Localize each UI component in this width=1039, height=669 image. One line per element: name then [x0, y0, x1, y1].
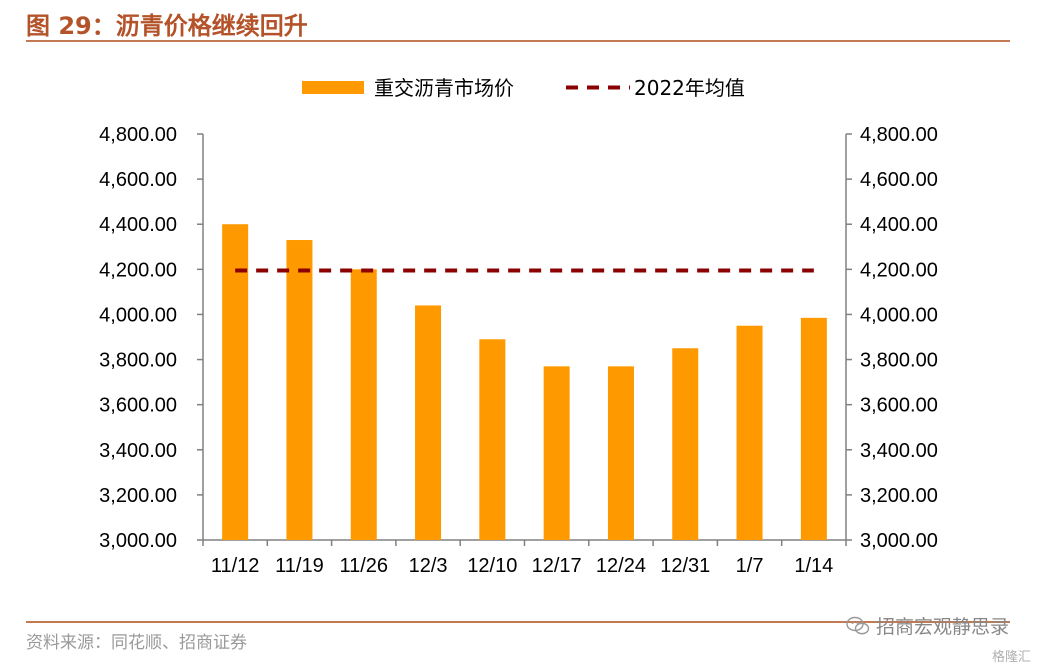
x-tick-label: 11/26 — [339, 555, 388, 577]
y-tick-label-right: 4,000.00 — [860, 304, 938, 326]
y-tick-label-left: 3,600.00 — [99, 395, 177, 417]
watermark-text: 招商宏观静思录 — [875, 616, 1009, 638]
y-tick-label-right: 4,200.00 — [860, 259, 938, 281]
y-tick-label-right: 3,600.00 — [860, 395, 938, 417]
y-tick-label-right: 3,800.00 — [860, 350, 938, 372]
wechat-icon — [846, 616, 870, 634]
bar — [286, 240, 313, 540]
y-tick-label-right: 3,400.00 — [860, 440, 938, 462]
legend-swatch-bar — [302, 81, 364, 94]
footer-divider — [26, 621, 1010, 623]
x-tick-label: 12/17 — [532, 555, 582, 577]
x-tick-label: 1/7 — [736, 555, 764, 577]
y-tick-label-right: 4,800.00 — [860, 124, 938, 146]
y-tick-label-left: 4,200.00 — [99, 259, 177, 281]
bar — [543, 366, 570, 540]
bar — [607, 366, 634, 540]
legend-label-avg-line: 2022年均值 — [634, 76, 745, 100]
chart-bars — [222, 224, 827, 540]
x-tick-label: 1/14 — [794, 555, 833, 577]
x-tick-label: 12/10 — [467, 555, 517, 577]
y-tick-label-left: 4,600.00 — [99, 169, 177, 191]
y-tick-label-left: 4,000.00 — [99, 304, 177, 326]
y-tick-label-left: 3,800.00 — [99, 350, 177, 372]
y-tick-label-left: 4,400.00 — [99, 214, 177, 236]
x-tick-label: 11/12 — [211, 555, 260, 577]
bar — [479, 339, 506, 540]
y-tick-label-left: 3,000.00 — [99, 530, 177, 552]
bar — [736, 325, 763, 540]
bar — [672, 348, 699, 540]
y-tick-label-left: 4,800.00 — [99, 124, 177, 146]
y-tick-label-left: 3,400.00 — [99, 440, 177, 462]
y-axis-left-labels: 4,800.00 4,600.00 4,400.00 4,200.00 4,000.00… — [99, 124, 177, 552]
watermark: 招商宏观静思录 — [846, 612, 1009, 639]
figure-title: 图 29：沥青价格继续回升 — [26, 12, 308, 40]
y-tick-label-right: 4,400.00 — [860, 214, 938, 236]
legend-label-bar: 重交沥青市场价 — [374, 76, 514, 100]
y-tick-label-right: 3,000.00 — [860, 530, 938, 552]
y-tick-label-left: 3,200.00 — [99, 485, 177, 507]
x-tick-label: 12/31 — [660, 555, 710, 577]
x-tick-label: 12/3 — [409, 555, 448, 577]
y-tick-label-right: 4,600.00 — [860, 169, 938, 191]
y-axis-right-labels: 4,800.00 4,600.00 4,400.00 4,200.00 4,000.00… — [860, 124, 938, 552]
title-divider — [26, 40, 1010, 42]
bar — [222, 224, 249, 540]
chart-legend: 重交沥青市场价 2022年均值 — [302, 76, 745, 100]
bar — [350, 269, 377, 540]
x-tick-label: 11/19 — [275, 555, 324, 577]
source-note: 资料来源：同花顺、招商证券 — [26, 633, 247, 653]
bar — [800, 317, 827, 540]
x-tick-label: 12/24 — [596, 555, 646, 577]
y-tick-label-right: 3,200.00 — [860, 485, 938, 507]
x-axis-labels: 11/12 11/19 11/26 12/3 12/10 12/17 12/24 12/31 1… — [211, 555, 833, 577]
bar — [415, 305, 442, 540]
corner-brand: 格隆汇 — [991, 650, 1031, 665]
